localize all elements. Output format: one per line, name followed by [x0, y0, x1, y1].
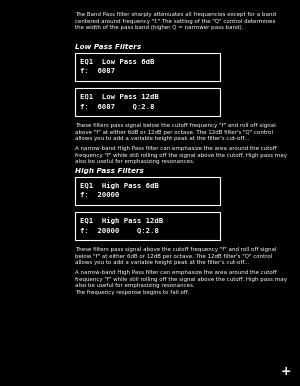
Text: f:  20000    Q:2.8: f: 20000 Q:2.8 [80, 227, 159, 233]
Text: These filters pass signal below the cutoff frequency "f" and roll off signal
abo: These filters pass signal below the cuto… [75, 123, 276, 141]
Text: A narrow-band High Pass filter can emphasize the area around the cutoff
frequenc: A narrow-band High Pass filter can empha… [75, 146, 287, 164]
FancyBboxPatch shape [75, 212, 220, 240]
FancyBboxPatch shape [75, 88, 220, 116]
FancyBboxPatch shape [75, 177, 220, 205]
Text: High Pass Filters: High Pass Filters [75, 168, 144, 174]
Text: EQ1  Low Pass 12dB: EQ1 Low Pass 12dB [80, 93, 159, 99]
Text: EQ1  High Pass 12dB: EQ1 High Pass 12dB [80, 217, 163, 224]
Text: These filters pass signal above the cutoff frequency "f" and roll off signal
bel: These filters pass signal above the cuto… [75, 247, 277, 265]
Text: Low Pass Filters: Low Pass Filters [75, 44, 141, 50]
Text: f:  20000: f: 20000 [80, 192, 119, 198]
FancyBboxPatch shape [75, 53, 220, 81]
Text: The Band Pass filter sharply attenuates all frequencies except for a band
center: The Band Pass filter sharply attenuates … [75, 12, 276, 30]
Text: +: + [280, 365, 291, 378]
Text: f:  6087    Q:2.8: f: 6087 Q:2.8 [80, 103, 154, 109]
Text: EQ1  High Pass 6dB: EQ1 High Pass 6dB [80, 182, 159, 189]
Text: f:  6087: f: 6087 [80, 68, 115, 74]
Text: EQ1  Low Pass 6dB: EQ1 Low Pass 6dB [80, 58, 154, 64]
Text: A narrow-band High Pass filter can emphasize the area around the cutoff
frequenc: A narrow-band High Pass filter can empha… [75, 270, 287, 295]
